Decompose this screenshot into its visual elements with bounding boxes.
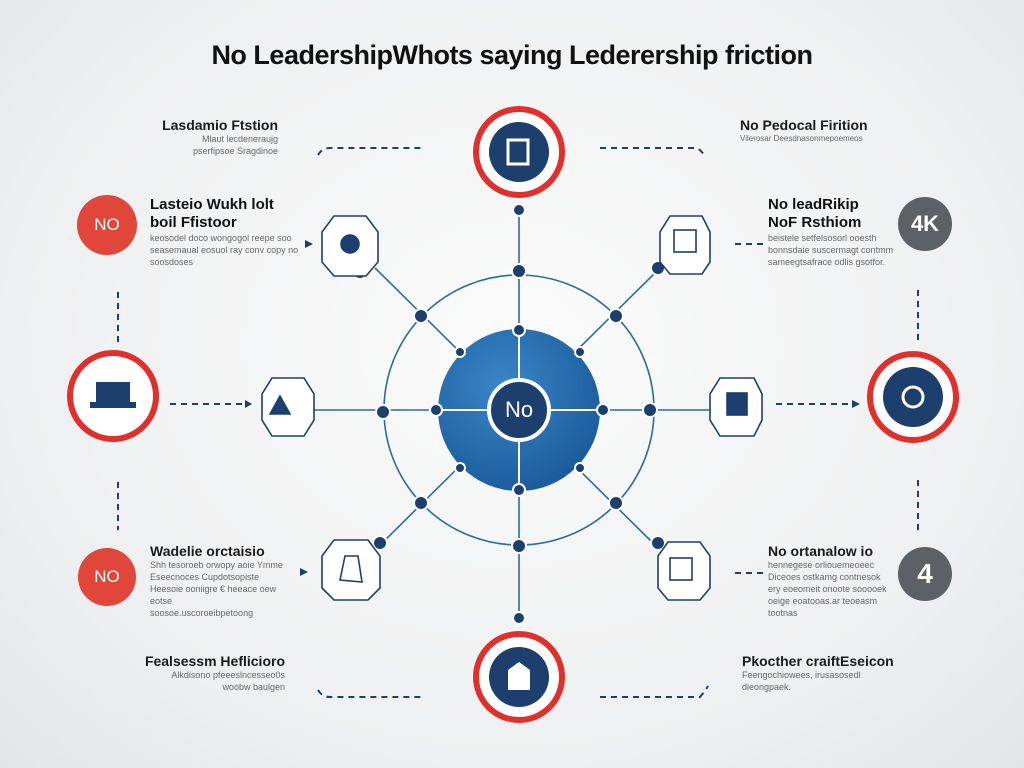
- line: seasemaual eosuol ray conv copy no: [150, 245, 299, 255]
- line: soosdoses: [150, 257, 194, 267]
- ring-bottom: [473, 631, 565, 723]
- block-top-right: No Pedocal Firition Vilerosar Deesdnason…: [740, 117, 890, 145]
- line: Diceoes ostkamg contnesok: [768, 572, 881, 582]
- line: soosoe.uscoroeibpetoong: [150, 608, 254, 618]
- line: Shh tesoroeb orwopy aoie Ymme: [150, 560, 283, 570]
- gray-badge-top: 4K: [898, 197, 952, 251]
- center-core: [487, 378, 551, 442]
- hand-icon: [339, 555, 363, 583]
- heading: No ortanalow io: [768, 543, 873, 559]
- heading: Lasteio Wukh lolt: [150, 196, 274, 213]
- box-icon: [508, 662, 530, 690]
- heading: Lasdamio Ftstion: [162, 117, 278, 133]
- block-mid-right: No leadRikip NoF Rsthiom beistele setfel…: [768, 196, 903, 268]
- line: Heesoie ooniigre € heeace oew eotse: [150, 584, 277, 606]
- line: sameegtsafrace odlis gsotfor.: [768, 257, 886, 267]
- line: hennegese orliouemeoeec: [768, 560, 875, 570]
- line: keosodel doco wongogol reepe soo: [150, 233, 292, 243]
- line: Feengochiowees, irusasosedl dieongpaek.: [742, 670, 861, 692]
- block-low-right: No ortanalow io hennegese orliouemeoeec …: [768, 543, 903, 619]
- laptop-icon: [96, 382, 130, 402]
- junction-nodes: [352, 203, 666, 625]
- page-title: No LeadershipWhots saying Lederership fr…: [211, 40, 813, 70]
- bar-chart-icon: [506, 138, 530, 166]
- block-bottom-left: Fealsessm Heflicioro Alkdisono pfeeeslnc…: [135, 653, 285, 693]
- line: Eseecnoces Cupdotsopiste: [150, 572, 260, 582]
- block-mid-left: Lasteio Wukh lolt boil Ffistoor keosodel…: [150, 196, 305, 268]
- ring-right: [867, 351, 959, 443]
- block-top-left: Lasdamio Ftstion Mlaut lecdeneraujg pser…: [132, 117, 278, 157]
- center-label: No: [504, 397, 534, 422]
- heading: Wadelie orctaisio: [150, 543, 265, 559]
- layers-icon-frame: [261, 377, 315, 437]
- dashed-connectors: [117, 147, 919, 698]
- no-badge-top: NO: [77, 195, 137, 255]
- layers-icon: [268, 394, 292, 415]
- line: beistele setfelsosorl ooesth: [768, 233, 877, 243]
- line: pserfipsoe Sragdinoe: [192, 146, 278, 156]
- gray-badge-bottom: 4: [898, 547, 952, 601]
- arrowheads: [245, 240, 860, 576]
- line: Alkdisono pfeeeslncesseo0s: [171, 670, 285, 680]
- line: woobw baulgen: [222, 682, 285, 692]
- ring-left: [67, 350, 159, 442]
- heading: boil Ffistoor: [150, 214, 237, 231]
- gear-icon: [901, 385, 925, 409]
- heading: Pkocther craiftEseicon: [742, 653, 894, 669]
- line: oeige eoatooas.ar teoeasm tootnas: [768, 596, 878, 618]
- heading: Fealsessm Heflicioro: [144, 653, 285, 669]
- line: Vilerosar Deesdnasonmepoemeos: [740, 134, 863, 143]
- line: ery eoeomeit onoote sooooek: [768, 584, 887, 594]
- heading: No leadRikip: [768, 196, 859, 213]
- line: Mlaut lecdeneraujg: [201, 134, 278, 144]
- heading: No Pedocal Firition: [740, 117, 868, 133]
- block-low-left: Wadelie orctaisio Shh tesoroeb orwopy ao…: [150, 543, 300, 619]
- pause-icon: [726, 392, 748, 416]
- heading: NoF Rsthiom: [768, 214, 862, 231]
- no-badge-bottom: NO: [78, 548, 136, 606]
- block-bottom-right: Pkocther craiftEseicon Feengochiowees, i…: [742, 653, 912, 693]
- ring-top: [473, 106, 565, 198]
- network-icon: [340, 234, 360, 254]
- monitor-icon: [669, 557, 693, 581]
- line: bonnsdaie suscermagt contmm: [768, 245, 894, 255]
- document-icon: [673, 229, 697, 253]
